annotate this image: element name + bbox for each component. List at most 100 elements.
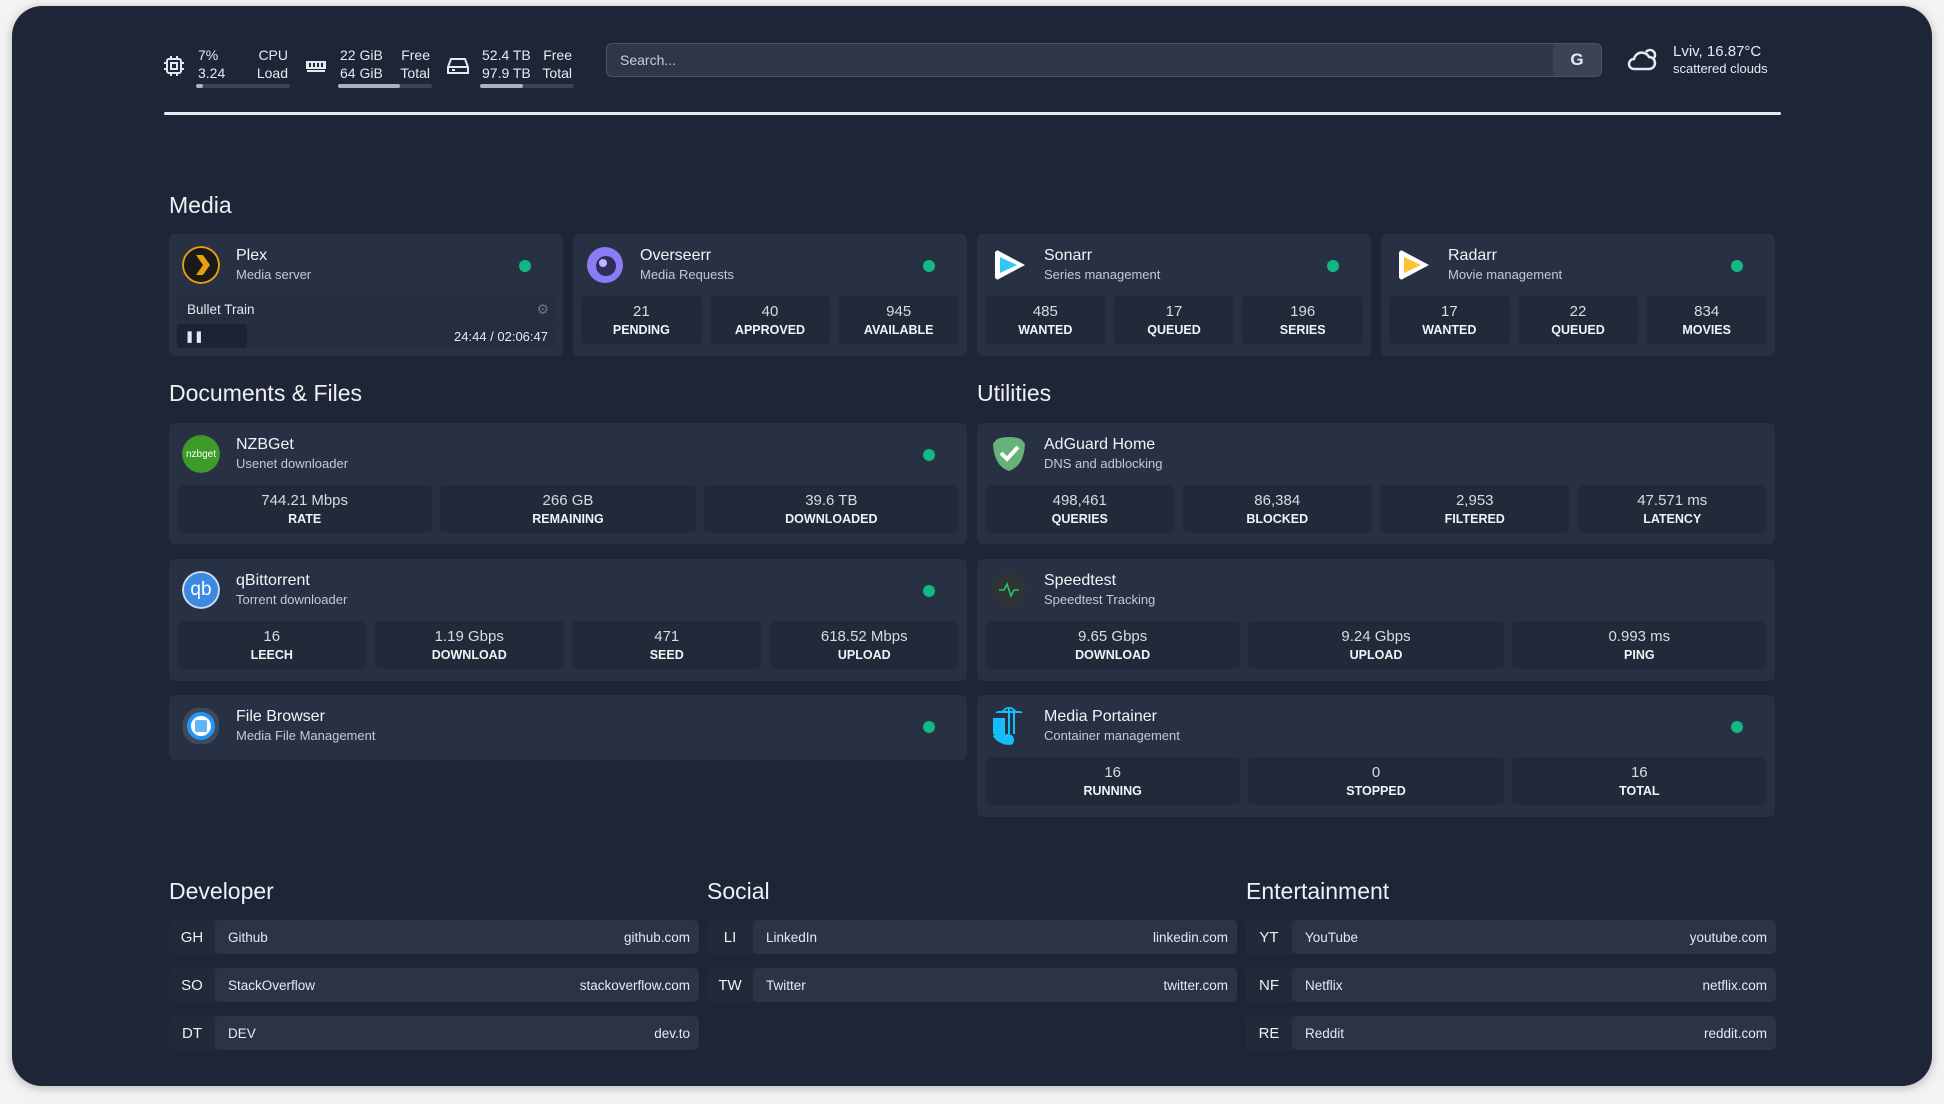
bookmark-linkedin[interactable]: LI LinkedIn linkedin.com	[707, 920, 1237, 954]
cpu-load: 3.24	[198, 65, 226, 81]
bookmark-link[interactable]: StackOverflow stackoverflow.com	[215, 968, 699, 1002]
settings-icon[interactable]: ⚙	[536, 300, 549, 317]
card-header: nzbget NZBGet Usenet downloader	[177, 423, 959, 485]
service-name: NZBGet	[236, 436, 294, 453]
service-card-radarr[interactable]: Radarr Movie management 17 WANTED 22 QUEUED 83…	[1381, 234, 1775, 356]
bookmark-name: LinkedIn	[766, 929, 818, 945]
section-title-media: Media	[169, 192, 232, 218]
bookmark-stackoverflow[interactable]: SO StackOverflow stackoverflow.com	[169, 968, 699, 1002]
stat-value: 266 GB	[542, 492, 594, 509]
stat-label: WANTED	[1422, 323, 1477, 337]
bookmarks-developer: GH Github github.com SO StackOverflow stackov…	[169, 920, 699, 1064]
bookmark-url: twitter.com	[1163, 977, 1228, 993]
bookmark-url: dev.to	[654, 1025, 690, 1041]
service-name: Radarr	[1448, 247, 1497, 264]
google-search-button[interactable]: G	[1553, 44, 1601, 76]
stat-label: SERIES	[1279, 323, 1326, 337]
now-playing-title: Bullet Train	[187, 301, 255, 317]
bookmark-link[interactable]: Reddit reddit.com	[1292, 1016, 1776, 1050]
stat-value: 744.21 Mbps	[261, 492, 349, 509]
stat-value: 16	[263, 628, 281, 645]
disk-total: 97.9 TB	[482, 65, 531, 81]
bookmark-youtube[interactable]: YT YouTube youtube.com	[1246, 920, 1776, 954]
cpu-label: CPU	[258, 47, 288, 63]
card-header: Radarr Movie management	[1389, 234, 1767, 296]
service-description: Series management	[1044, 267, 1161, 282]
stat-value: 16	[1630, 764, 1648, 781]
service-description: DNS and adblocking	[1044, 456, 1163, 471]
bookmark-github[interactable]: GH Github github.com	[169, 920, 699, 954]
card-title-block: AdGuard Home DNS and adblocking	[1044, 435, 1163, 473]
pause-button[interactable]: ❚❚	[177, 324, 247, 348]
service-description: Movie management	[1448, 267, 1563, 282]
memory-free: 22 GiB	[340, 47, 383, 63]
stat-label: QUERIES	[1051, 512, 1108, 526]
status-dot	[923, 449, 935, 461]
qbittorrent-icon: qb	[182, 571, 220, 609]
bookmark-link[interactable]: Twitter twitter.com	[753, 968, 1237, 1002]
stat-label: STOPPED	[1346, 784, 1406, 798]
search-input[interactable]	[607, 44, 1553, 76]
stat-value: 86,384	[1254, 492, 1301, 509]
service-card-qbittorrent[interactable]: qb qBittorrent Torrent downloader 16 LEECH 1.…	[169, 559, 967, 681]
bookmark-dev[interactable]: DT DEV dev.to	[169, 1016, 699, 1050]
service-card-plex[interactable]: Plex Media server Bullet Train ⚙ ❚❚ 24:44 / 0…	[169, 234, 563, 356]
card-title-block: Overseerr Media Requests	[640, 246, 734, 284]
service-card-nzbget[interactable]: nzbget NZBGet Usenet downloader 744.21 Mbps…	[169, 423, 967, 544]
weather-widget: Lviv, 16.87°C scattered clouds	[1625, 42, 1768, 76]
card-title-block: Radarr Movie management	[1448, 246, 1562, 284]
section-title-social: Social	[707, 878, 770, 904]
bookmark-reddit[interactable]: RE Reddit reddit.com	[1246, 1016, 1776, 1050]
bookmark-abbr: RE	[1258, 1024, 1280, 1042]
stat-label: QUEUED	[1551, 323, 1605, 337]
service-card-portainer[interactable]: Media Portainer Container management 16 RUN…	[977, 695, 1775, 817]
bookmark-name: Reddit	[1305, 1025, 1345, 1041]
stat-value: 945	[886, 303, 912, 320]
status-dot	[923, 721, 935, 733]
stat-value: 834	[1694, 303, 1720, 320]
stat-label: PING	[1624, 648, 1655, 662]
stat-value: 21	[632, 303, 650, 320]
stat-box: 485 WANTED	[985, 296, 1106, 344]
bookmark-netflix[interactable]: NF Netflix netflix.com	[1246, 968, 1776, 1002]
bookmark-name: Github	[228, 929, 268, 945]
stat-value: 22	[1569, 303, 1587, 320]
stat-box: 21 PENDING	[581, 296, 702, 344]
cpu-bar	[196, 84, 290, 88]
free-label: Free	[543, 47, 572, 63]
card-stats: 21 PENDING 40 APPROVED 945 AVAILABLE	[581, 296, 960, 344]
bookmark-link[interactable]: DEV dev.to	[215, 1016, 699, 1050]
stat-box: 266 GB REMAINING	[440, 485, 696, 533]
stat-label: RUNNING	[1083, 784, 1142, 798]
total-label: Total	[542, 65, 572, 81]
service-card-overseerr[interactable]: Overseerr Media Requests 21 PENDING 40 APPROV…	[573, 234, 967, 356]
cpu-widget: 7% 3.24 CPU Load	[162, 46, 290, 90]
service-name: File Browser	[236, 708, 325, 725]
stat-box: 0.993 ms PING	[1511, 621, 1767, 669]
stat-box: 945 AVAILABLE	[838, 296, 960, 344]
service-card-adguard[interactable]: AdGuard Home DNS and adblocking 498,461 QUE…	[977, 423, 1775, 544]
card-title-block: NZBGet Usenet downloader	[236, 435, 348, 473]
free-label: Free	[401, 47, 430, 63]
bookmark-name: Twitter	[766, 977, 806, 993]
bookmark-twitter[interactable]: TW Twitter twitter.com	[707, 968, 1237, 1002]
total-label: Total	[400, 65, 430, 81]
service-card-sonarr[interactable]: Sonarr Series management 485 WANTED 17 QUEUED…	[977, 234, 1371, 356]
bookmark-link[interactable]: LinkedIn linkedin.com	[753, 920, 1237, 954]
stat-value: 0.993 ms	[1608, 628, 1671, 645]
bookmark-link[interactable]: Github github.com	[215, 920, 699, 954]
service-description: Speedtest Tracking	[1044, 592, 1156, 607]
service-card-speedtest[interactable]: Speedtest Speedtest Tracking 9.65 Gbps DOWN…	[977, 559, 1775, 681]
card-title-block: File Browser Media File Management	[236, 707, 375, 745]
card-header: Speedtest Speedtest Tracking	[985, 559, 1767, 621]
stat-value: 17	[1440, 303, 1458, 320]
bookmark-link[interactable]: YouTube youtube.com	[1292, 920, 1776, 954]
bookmark-link[interactable]: Netflix netflix.com	[1292, 968, 1776, 1002]
card-header: Sonarr Series management	[985, 234, 1363, 296]
status-dot	[1731, 260, 1743, 272]
service-card-filebrowser[interactable]: File Browser Media File Management	[169, 695, 967, 760]
section-title-utilities: Utilities	[977, 380, 1052, 406]
stat-box: 86,384 BLOCKED	[1182, 485, 1372, 533]
disk-widget: 52.4 TB 97.9 TB Free Total	[446, 46, 574, 90]
weather-location-temp: Lviv, 16.87°C	[1673, 43, 1762, 60]
